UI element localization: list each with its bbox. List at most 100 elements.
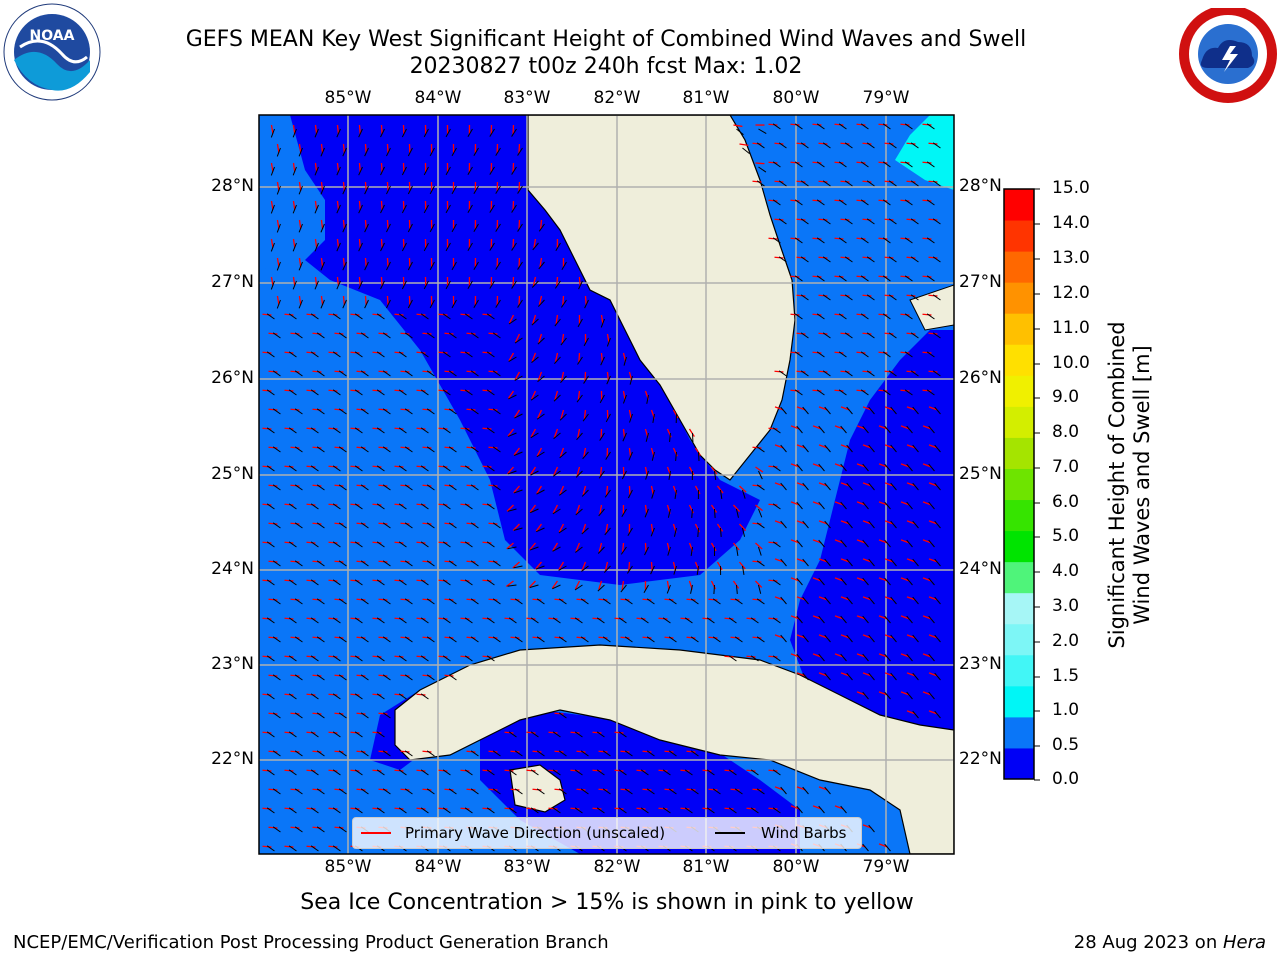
noaa-logo: NOAA [2, 2, 102, 102]
wind-barb [575, 470, 583, 478]
wind-barb [448, 674, 457, 681]
wind-barb [420, 807, 429, 814]
wave-direction-arrow [512, 523, 520, 531]
wind-barb [380, 204, 385, 214]
wave-direction-arrow [444, 332, 454, 335]
wind-barb [890, 482, 897, 491]
wave-direction-arrow [708, 598, 718, 601]
wind-barb [712, 788, 721, 795]
wave-direction-arrow [444, 636, 454, 639]
wind-barb [624, 788, 633, 795]
wave-direction-arrow [796, 180, 806, 183]
wind-barb [816, 237, 825, 244]
wind-barb [310, 427, 319, 434]
wind-barb [756, 180, 765, 187]
wind-barb [451, 299, 457, 309]
wave-direction-arrow [312, 484, 322, 487]
wind-barb [932, 332, 941, 339]
wave-direction-arrow [460, 769, 470, 772]
lat-label-right: 24°N [959, 559, 1002, 579]
wind-barb [530, 807, 539, 814]
wind-barb [604, 527, 611, 536]
wind-barb [772, 237, 781, 244]
wave-direction-arrow [644, 504, 648, 515]
wave-direction-arrow [416, 465, 426, 468]
wind-barb [912, 634, 919, 643]
wind-barb [445, 128, 451, 138]
wave-direction-arrow [482, 351, 492, 354]
wave-direction-arrow [508, 314, 515, 324]
wind-barb [932, 142, 941, 149]
wind-barb [628, 451, 633, 461]
wind-barb [844, 180, 853, 187]
wind-barb [838, 199, 847, 206]
wave-direction-arrow [928, 294, 938, 297]
wind-barb [467, 166, 473, 176]
wind-barb [486, 313, 495, 320]
wave-direction-arrow [350, 541, 360, 544]
wind-barb [445, 204, 451, 214]
wind-barb [928, 539, 935, 548]
wind-barb [332, 313, 341, 320]
wind-barb [646, 636, 655, 643]
wind-barb [514, 750, 523, 757]
wave-direction-arrow [350, 617, 360, 620]
wind-barb [882, 313, 891, 320]
wind-barb [531, 280, 539, 288]
colorbar [1003, 188, 1040, 781]
wave-direction-arrow [284, 769, 294, 772]
wind-barb [666, 584, 671, 594]
wind-barb [596, 731, 605, 738]
wave-direction-arrow [400, 446, 410, 449]
lon-label-top: 83°W [503, 88, 551, 108]
wave-direction-arrow [262, 465, 272, 468]
wind-barb [470, 560, 479, 567]
lat-label-right: 25°N [959, 464, 1002, 484]
wind-barb [486, 427, 495, 434]
wave-direction-arrow [342, 143, 346, 154]
wind-barb [643, 584, 649, 594]
wind-barb [816, 313, 825, 320]
wave-legend-label: Primary Wave Direction (unscaled) [405, 824, 666, 842]
wind-barb [332, 731, 341, 738]
wave-direction-arrow [334, 674, 344, 677]
footer-date: 28 Aug 2023 on Hera [1074, 932, 1266, 953]
wave-direction-arrow [768, 655, 778, 658]
wind-barb [276, 223, 281, 233]
wave-direction-arrow [350, 769, 360, 772]
wave-direction-arrow [724, 807, 734, 810]
wave-direction-arrow [552, 504, 559, 514]
wind-barb [338, 826, 347, 833]
wave-direction-arrow [620, 598, 630, 601]
wind-barb [772, 123, 781, 130]
wind-barb [298, 185, 303, 195]
wind-barb [360, 598, 369, 605]
wave-direction-arrow [312, 446, 322, 449]
wind-barb [338, 446, 347, 453]
wave-direction-arrow [460, 655, 470, 658]
wind-barb [691, 508, 693, 519]
wind-barb [824, 444, 831, 453]
wave-direction-arrow [922, 123, 932, 126]
wave-direction-arrow [334, 750, 344, 753]
wave-direction-arrow [416, 389, 426, 392]
wave-direction-arrow [290, 332, 300, 335]
wind-barb [360, 408, 369, 415]
wind-barb [904, 161, 913, 168]
wave-direction-arrow [292, 238, 296, 248]
wave-direction-arrow [636, 807, 646, 810]
wave-direction-arrow [922, 275, 932, 278]
wind-barb [294, 370, 303, 377]
colorbar-segment [1004, 747, 1034, 780]
wave-direction-arrow [488, 408, 498, 411]
wave-direction-arrow [834, 161, 844, 164]
wave-direction-arrow [628, 485, 631, 496]
wind-barb [553, 394, 561, 402]
wind-barb [272, 826, 281, 833]
wind-barb [294, 788, 303, 795]
wind-barb [492, 484, 501, 491]
wave-direction-arrow [422, 484, 432, 487]
wind-barb [310, 769, 319, 776]
wave-direction-arrow [730, 636, 740, 639]
wind-barb [846, 558, 853, 567]
